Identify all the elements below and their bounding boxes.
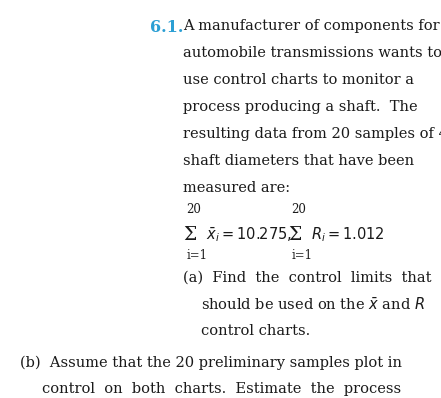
Text: measured are:: measured are:	[183, 181, 290, 195]
Text: 20: 20	[187, 203, 202, 216]
Text: process producing a shaft.  The: process producing a shaft. The	[183, 100, 418, 114]
Text: $R_i = 1.012$: $R_i = 1.012$	[311, 226, 385, 244]
Text: A manufacturer of components for: A manufacturer of components for	[183, 19, 440, 33]
Text: control charts.: control charts.	[201, 324, 310, 338]
Text: resulting data from 20 samples of 4: resulting data from 20 samples of 4	[183, 127, 441, 141]
Text: control  on  both  charts.  Estimate  the  process: control on both charts. Estimate the pro…	[42, 382, 401, 396]
Text: should be used on the $\bar{x}$ and $R$: should be used on the $\bar{x}$ and $R$	[201, 297, 424, 313]
Text: i=1: i=1	[292, 249, 313, 262]
Text: i=1: i=1	[187, 249, 208, 262]
Text: use control charts to monitor a: use control charts to monitor a	[183, 73, 414, 87]
Text: $\bar{x}_i = 10.275,$: $\bar{x}_i = 10.275,$	[206, 226, 292, 244]
Text: 20: 20	[292, 203, 306, 216]
Text: Σ: Σ	[183, 226, 196, 244]
Text: (b)  Assume that the 20 preliminary samples plot in: (b) Assume that the 20 preliminary sampl…	[20, 355, 402, 370]
Text: shaft diameters that have been: shaft diameters that have been	[183, 154, 414, 168]
Text: (a)  Find  the  control  limits  that: (a) Find the control limits that	[183, 270, 431, 284]
Text: 6.1.: 6.1.	[150, 19, 183, 36]
Text: Σ: Σ	[288, 226, 301, 244]
Text: automobile transmissions wants to: automobile transmissions wants to	[183, 46, 441, 60]
